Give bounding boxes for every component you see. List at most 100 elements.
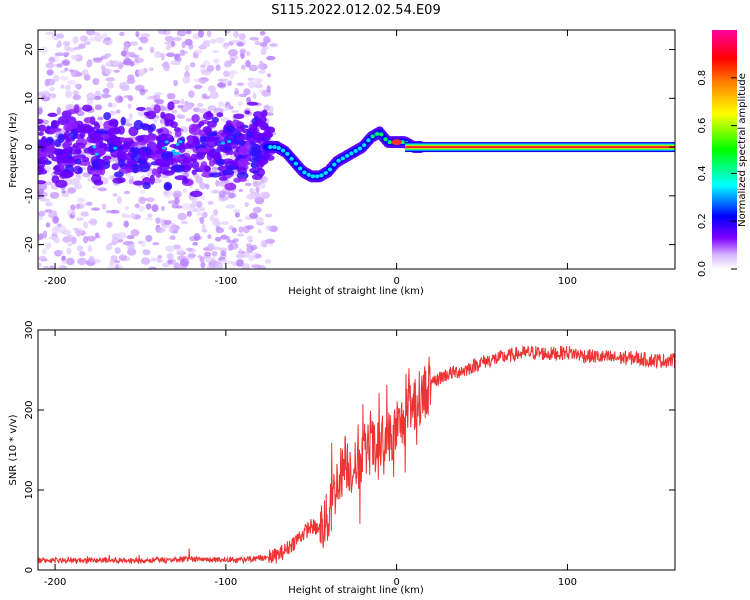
spectrogram-noise-blob — [74, 83, 81, 89]
spectrogram-noise-blob — [182, 75, 191, 84]
spectrogram-noise-blob — [252, 92, 257, 100]
spectrogram-noise-blob — [244, 182, 252, 187]
spectrogram-band-blob — [251, 173, 263, 180]
spectrogram-ridge-core — [370, 134, 375, 139]
spectrogram-noise-blob — [192, 241, 198, 246]
spectrogram-band-blob — [175, 151, 180, 155]
snr-panel: -200 -100 0 100 0 100 200 300 Height of straigh… — [8, 320, 676, 596]
spectrogram-noise-blob — [227, 243, 234, 251]
spectrogram-noise-blob — [202, 60, 210, 66]
spectrogram-noise-blob — [105, 244, 112, 251]
spectrogram-band-blob — [156, 128, 164, 133]
spectrogram-noise-blob — [51, 33, 60, 41]
spectrogram-band-blob — [130, 153, 142, 161]
spectrogram-noise-blob — [223, 61, 232, 68]
spectrogram-noise-blob — [214, 261, 224, 269]
spectrogram-noise-blob — [249, 187, 255, 194]
spectrogram-noise-blob — [234, 211, 240, 218]
spectrogram-band-blob — [191, 169, 197, 176]
spectrogram-noise-blob — [92, 57, 103, 64]
spectrogram-band-blob — [204, 127, 213, 134]
spectrogram-noise-blob — [220, 234, 228, 240]
spectrogram-noise-blob — [112, 60, 121, 66]
spectrogram-noise-blob — [234, 87, 239, 94]
spectrogram-noise-blob — [71, 210, 76, 216]
spectrogram-noise-blob — [262, 45, 269, 50]
spectrogram-noise-blob — [186, 30, 192, 35]
spectrogram-noise-blob — [128, 113, 133, 120]
spectrogram-ridge-core — [361, 143, 367, 148]
spectrogram-noise-blob — [248, 254, 255, 262]
spectrogram-noise-blob — [115, 109, 121, 114]
spectrogram-noise-blob — [173, 36, 182, 42]
spectrogram-noise-blob — [123, 57, 132, 66]
spectrogram-noise-blob — [135, 31, 140, 38]
spectrogram-noise-blob — [218, 247, 228, 252]
spectrogram-noise-blob — [66, 79, 77, 85]
x-tick-label: -200 — [44, 276, 67, 287]
spectrogram-band-blob — [236, 171, 249, 180]
spectrogram-noise-blob — [255, 216, 264, 225]
spectrogram-band-blob — [190, 154, 197, 160]
spectrogram-noise-blob — [249, 64, 257, 70]
snr-ylabel: SNR (10 * v/v) — [8, 414, 19, 485]
spectrogram-noise-blob — [160, 205, 165, 212]
spectrogram-band-blob — [216, 112, 224, 118]
spectrogram-noise-blob — [125, 122, 133, 127]
spectrogram-noise-blob — [245, 243, 252, 248]
spectrogram-noise-blob — [225, 204, 236, 209]
spectrogram-noise-blob — [140, 240, 146, 248]
spectrogram-noise-blob — [90, 207, 101, 211]
spectrogram-noise-blob — [140, 33, 151, 38]
spectrogram-noise-blob — [232, 209, 241, 213]
spectrogram-noise-blob — [154, 51, 163, 59]
spectrogram-band-blob — [182, 156, 190, 164]
spectrogram-band-blob — [47, 154, 55, 159]
spectrogram-ridge-core — [340, 156, 346, 161]
spectrogram-band-blob — [95, 142, 108, 148]
spectrogram-noise-blob — [182, 187, 187, 194]
spectrogram-noise-blob — [178, 265, 184, 269]
spectrogram-noise-blob — [231, 227, 237, 234]
spectrogram-noise-blob — [148, 67, 154, 72]
spectrogram-band-blob — [38, 180, 47, 185]
spectrogram-noise-blob — [154, 98, 165, 105]
spectrogram-band-blob — [50, 120, 58, 129]
spectrogram-noise-blob — [63, 41, 71, 46]
spectrogram-noise-blob — [113, 260, 121, 264]
spectrogram-band-blob — [259, 115, 267, 124]
spectrogram-band-blob — [196, 147, 209, 153]
spectrogram-band-blob — [175, 142, 180, 146]
spectrogram-noise-blob — [151, 204, 159, 212]
spectrogram-band-blob — [153, 104, 161, 114]
spectrogram-band-blob — [143, 136, 156, 142]
spectrogram-band-blob — [108, 127, 121, 135]
spectrogram-noise-blob — [64, 67, 69, 72]
spectrogram-noise-blob — [254, 40, 260, 46]
x-tick-label: 0 — [393, 276, 399, 287]
spectrogram-band-blob — [259, 157, 266, 167]
spectrogram-noise-blob — [205, 183, 210, 190]
spectrogram-noise-blob — [226, 260, 237, 265]
spectrogram-noise-blob — [173, 53, 179, 62]
spectrogram-noise-blob — [180, 220, 189, 225]
spectrogram-noise-blob — [53, 249, 64, 256]
spectrogram-noise-blob — [262, 191, 271, 199]
spectrogram-noise-blob — [72, 94, 81, 101]
spectrogram-band-blob — [133, 141, 139, 147]
spectrogram-band-blob — [260, 131, 273, 139]
spectrogram-noise-blob — [223, 42, 230, 47]
spectrogram-ridge-core — [323, 170, 328, 175]
spectrogram-noise-blob — [40, 197, 50, 202]
spectrogram-band-blob — [146, 110, 157, 120]
spectrogram-noise-blob — [246, 225, 254, 230]
spectrogram-noise-blob — [57, 40, 62, 48]
spectrogram-ridge-core — [400, 140, 405, 145]
spectrogram-band-blob — [167, 101, 175, 111]
spectrogram-noise-blob — [145, 234, 153, 243]
spectrogram-noise-blob — [180, 98, 185, 105]
spectrogram-noise-blob — [266, 85, 271, 93]
spectrogram-noise-blob — [201, 223, 206, 232]
spectrogram-ridge-core — [374, 131, 380, 136]
spectrogram-ridge-core — [379, 132, 384, 137]
